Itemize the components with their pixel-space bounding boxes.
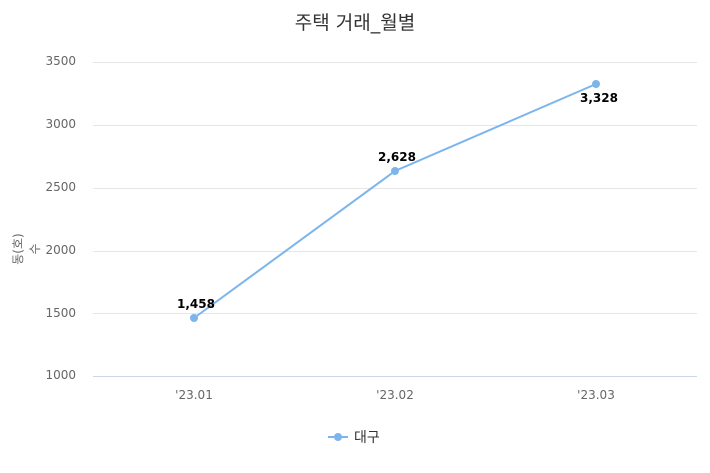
- x-tick: '23.03: [577, 388, 615, 402]
- data-point[interactable]: [391, 167, 399, 175]
- legend-line-marker-icon: [328, 433, 348, 441]
- data-label: 2,628: [378, 150, 416, 164]
- y-tick: 3000: [45, 117, 76, 131]
- y-tick: 2000: [45, 243, 76, 257]
- data-point[interactable]: [190, 314, 198, 322]
- chart-title: 주택 거래_월별: [294, 12, 416, 34]
- series-line-daegu: [193, 83, 597, 319]
- legend-label: 대구: [354, 430, 380, 446]
- legend-item-daegu[interactable]: 대구: [328, 427, 380, 447]
- data-label: 3,328: [580, 91, 618, 105]
- gridlines: [93, 62, 697, 314]
- data-label: 1,458: [177, 297, 215, 311]
- y-tick: 3500: [45, 54, 76, 68]
- x-tick: '23.01: [175, 388, 213, 402]
- y-tick: 2500: [45, 180, 76, 194]
- data-point[interactable]: [592, 80, 600, 88]
- x-tick: '23.02: [376, 388, 414, 402]
- y-tick: 1500: [45, 306, 76, 320]
- y-tick: 1000: [45, 368, 76, 382]
